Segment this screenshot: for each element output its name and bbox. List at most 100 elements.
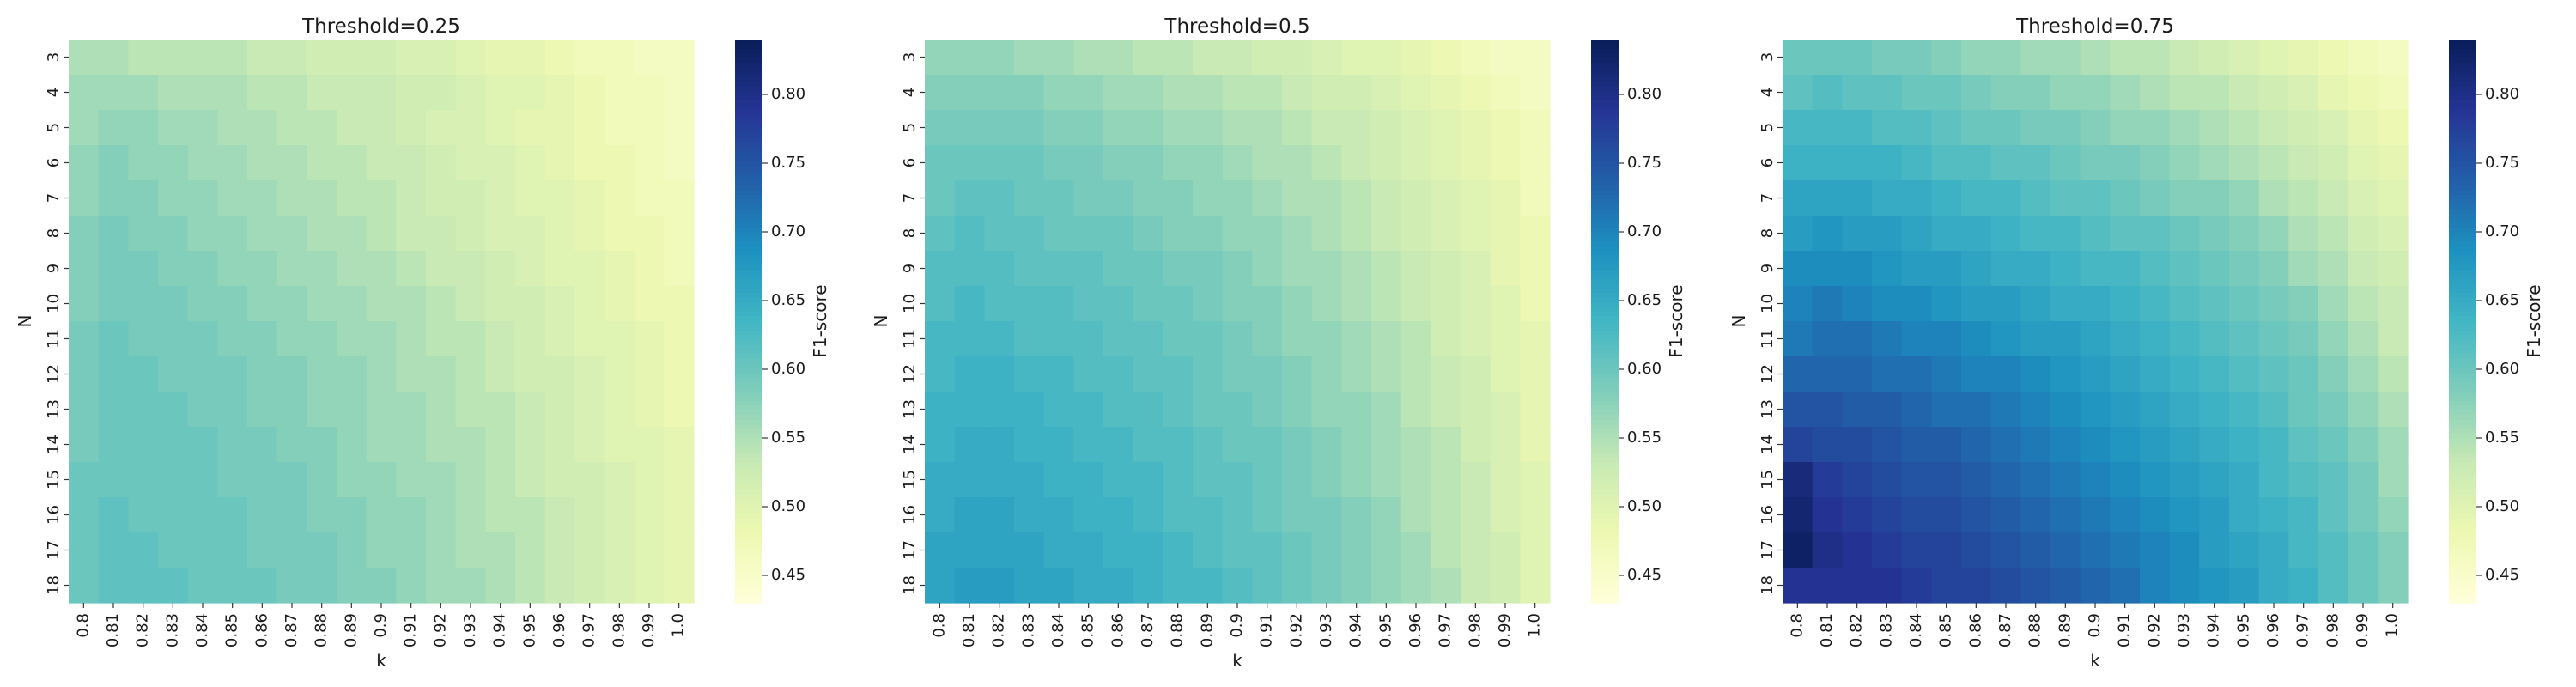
heatmap-cell: [1812, 145, 1843, 181]
heatmap-cell: [2229, 180, 2260, 216]
heatmap-cell: [187, 356, 218, 392]
colorbar-segment: [2449, 546, 2476, 552]
heatmap-cell: [1282, 497, 1313, 533]
heatmap-cell: [1163, 75, 1194, 111]
colorbar-segment: [2449, 415, 2476, 421]
heatmap-cell: [2080, 251, 2111, 287]
heatmap-cell: [1520, 356, 1551, 392]
heatmap-cell: [1400, 497, 1431, 533]
colorbar-segment: [1591, 185, 1619, 191]
heatmap-cell: [187, 427, 218, 463]
heatmap-cell: [1431, 462, 1461, 498]
heatmap-cell: [1431, 75, 1461, 111]
heatmap-cell: [954, 497, 985, 533]
heatmap-cell: [2050, 75, 2081, 111]
heatmap-cell: [1371, 251, 1402, 287]
colorbar-segment: [1591, 373, 1619, 379]
colorbar-segment: [735, 48, 762, 55]
heatmap-cell: [1901, 251, 1932, 287]
heatmap-cell: [2258, 497, 2289, 533]
heatmap-cell: [247, 427, 278, 463]
heatmap-cell: [1163, 356, 1194, 392]
colorbar-segment: [2449, 110, 2476, 116]
heatmap-cell: [1431, 321, 1461, 357]
heatmap-cell: [1520, 321, 1551, 357]
heatmap-cell: [954, 286, 985, 322]
heatmap-cell: [307, 427, 337, 463]
colorbar-segment: [1591, 246, 1619, 252]
heatmap-cell: [2020, 497, 2051, 533]
heatmap-cell: [2050, 216, 2081, 252]
colorbar-segment: [1591, 405, 1619, 411]
colorbar-segment: [735, 259, 762, 266]
heatmap-cell: [954, 532, 985, 568]
colorbar-segment: [1591, 316, 1619, 322]
heatmap-cell: [2050, 145, 2081, 181]
heatmap-cell: [1073, 180, 1104, 216]
colorbar-tick-label: 0.70: [2485, 222, 2519, 240]
colorbar-segment: [1591, 368, 1619, 374]
heatmap-cell: [366, 532, 397, 568]
heatmap-cell: [158, 40, 189, 76]
heatmap-cell: [1461, 216, 1492, 252]
heatmap-cell: [1252, 216, 1283, 252]
colorbar-segment: [735, 368, 762, 374]
colorbar-segment: [1591, 67, 1619, 73]
heatmap-cell: [1252, 356, 1283, 392]
colorbar-segment: [1591, 377, 1619, 383]
heatmap-cell: [337, 532, 368, 568]
colorbar-segment: [2449, 161, 2476, 167]
heatmap-cell: [1341, 392, 1372, 428]
x-tick-label: 0.93: [2175, 613, 2193, 647]
colorbar-segment: [1591, 156, 1619, 162]
y-tick-label: 13: [1759, 399, 1777, 419]
heatmap-cell: [1812, 180, 1843, 216]
heatmap-cell: [247, 532, 278, 568]
heatmap-cell: [1252, 427, 1283, 463]
heatmap-cell: [1783, 216, 1814, 252]
colorbar-segment: [1591, 527, 1619, 533]
heatmap-cell: [2050, 532, 2081, 568]
heatmap-cell: [2080, 532, 2111, 568]
heatmap-cell: [1014, 568, 1045, 604]
heatmap-cell: [1931, 356, 1962, 392]
heatmap-cell: [1341, 286, 1372, 322]
heatmap-cell: [2348, 180, 2379, 216]
heatmap-cell: [2229, 356, 2260, 392]
colorbar-segment: [1591, 128, 1619, 135]
heatmap-cell: [1990, 216, 2021, 252]
x-tick-label: 1.0: [670, 613, 688, 638]
heatmap-cell: [1222, 180, 1253, 216]
heatmap-cell: [2378, 568, 2409, 604]
heatmap-cell: [1252, 180, 1283, 216]
heatmap-cell: [98, 462, 129, 498]
x-tick-label: 0.88: [2026, 613, 2044, 647]
heatmap-cell: [1400, 75, 1431, 111]
heatmap-cell: [925, 216, 956, 252]
heatmap-cell: [217, 356, 248, 392]
heatmap-cell: [2348, 110, 2379, 146]
heatmap-cell: [1014, 40, 1045, 76]
y-tick-label: 8: [45, 228, 63, 238]
colorbar-label: F1-score: [1666, 284, 1686, 357]
colorbar-tick-label: 0.55: [1627, 429, 1662, 447]
heatmap-cell: [1842, 75, 1873, 111]
colorbar-segment: [2449, 246, 2476, 252]
heatmap-cell: [128, 216, 159, 252]
heatmap-cell: [1311, 145, 1342, 181]
colorbar-segment: [735, 213, 762, 219]
y-tick-label: 17: [1759, 540, 1777, 560]
colorbar-segment: [735, 119, 762, 125]
colorbar-segment: [735, 175, 762, 181]
heatmap-cell: [1461, 532, 1492, 568]
colorbar-segment: [735, 499, 762, 505]
heatmap-cell: [2229, 427, 2260, 463]
heatmap-cell: [515, 532, 546, 568]
y-tick-label: 6: [1759, 158, 1777, 167]
heatmap-cell: [515, 497, 546, 533]
colorbar-segment: [735, 171, 762, 177]
heatmap-cell: [485, 532, 516, 568]
heatmap-cell: [2110, 497, 2141, 533]
heatmap-cell: [455, 110, 486, 146]
heatmap-cell: [2110, 145, 2141, 181]
